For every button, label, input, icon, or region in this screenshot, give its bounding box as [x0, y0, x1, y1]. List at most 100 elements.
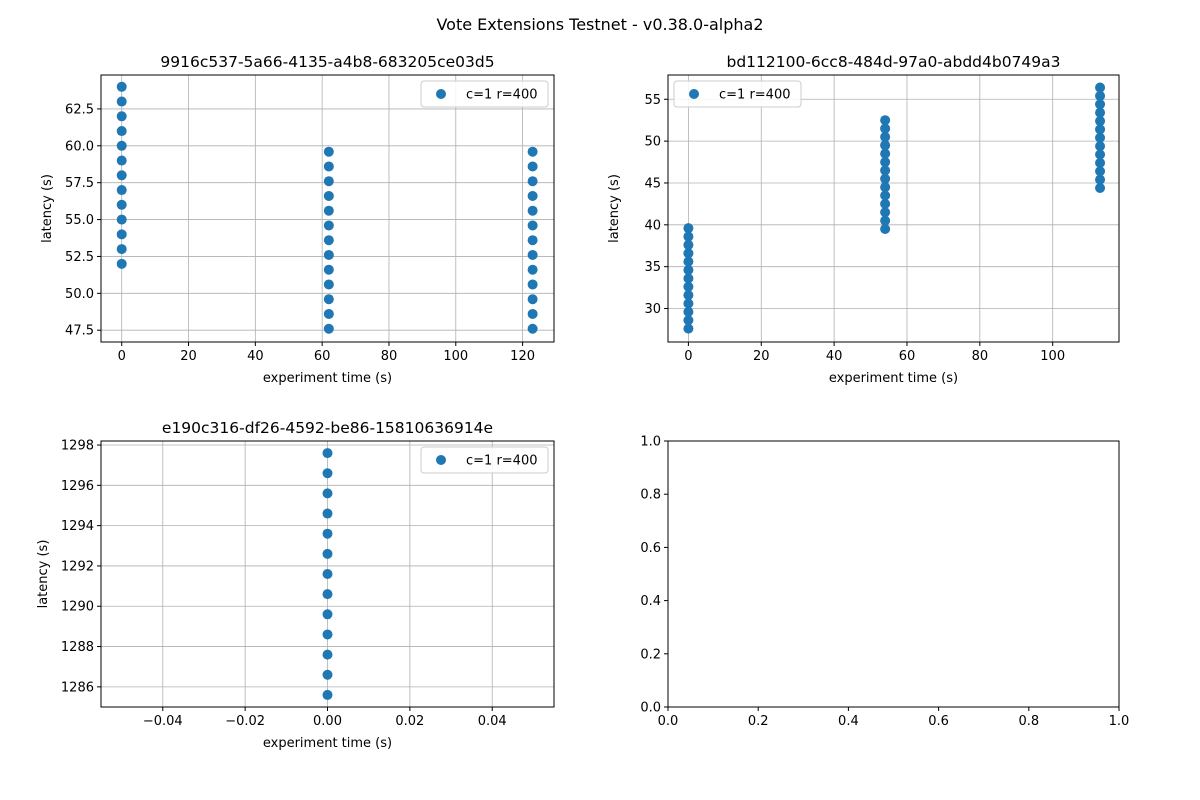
data-point	[683, 306, 694, 317]
figure-suptitle: Vote Extensions Testnet - v0.38.0-alpha2	[436, 15, 763, 34]
data-point	[322, 629, 333, 640]
data-point	[1095, 116, 1106, 127]
data-point	[323, 176, 334, 187]
data-point	[323, 264, 334, 275]
legend-box	[673, 80, 802, 108]
x-tick-label: 40	[247, 349, 264, 364]
x-tick-label: 40	[826, 349, 843, 364]
subplot-bottom-right-empty: 0.0 0.2 0.4 0.6 0.8 1.0 0.0 0.2 0.4 0.6 0.8 1.0	[640, 435, 1129, 730]
legend-entry: c=1 r=400	[466, 88, 538, 103]
data-point	[116, 214, 127, 225]
x-tick-label: 0.8	[1018, 714, 1039, 729]
data-point	[116, 96, 127, 107]
data-point	[683, 273, 694, 284]
axes-frame	[667, 440, 1120, 708]
data-point	[683, 315, 694, 326]
data-point	[683, 239, 694, 250]
x-tick-label: 20	[180, 349, 197, 364]
data-point	[323, 146, 334, 157]
data-point	[322, 669, 333, 680]
y-tick-label: 55.0	[65, 213, 94, 228]
data-point	[322, 488, 333, 499]
data-point	[322, 609, 333, 620]
data-point	[1095, 157, 1106, 168]
y-tick-label: 1290	[61, 600, 94, 615]
data-point	[323, 220, 334, 231]
data-point	[1095, 82, 1106, 93]
data-point	[527, 176, 538, 187]
data-point	[1095, 99, 1106, 110]
data-point	[683, 281, 694, 292]
x-axis-label: experiment time (s)	[263, 736, 392, 751]
data-point	[880, 173, 891, 184]
data-point	[527, 308, 538, 319]
data-point	[527, 205, 538, 216]
legend-entry: c=1 r=400	[466, 454, 538, 469]
x-tick-label: 60	[314, 349, 331, 364]
y-tick-label: 0.2	[640, 647, 661, 662]
data-point	[527, 146, 538, 157]
x-tick-label: 80	[381, 349, 398, 364]
y-tick-label: 1.0	[640, 435, 661, 450]
data-point	[323, 190, 334, 201]
data-point	[116, 155, 127, 166]
y-tick-label: 1292	[61, 559, 94, 574]
y-tick-label: 1286	[61, 680, 94, 695]
x-tick-label: 0	[684, 349, 692, 364]
legend-marker	[436, 455, 446, 465]
x-tick-label: 120	[510, 349, 535, 364]
data-point	[322, 468, 333, 479]
data-point	[683, 323, 694, 334]
y-axis-label: latency (s)	[607, 174, 622, 243]
data-point	[1095, 124, 1106, 135]
data-point	[1095, 149, 1106, 160]
x-tick-label: 0.0	[658, 714, 679, 729]
data-point	[1095, 182, 1106, 193]
data-point	[323, 323, 334, 334]
data-point	[323, 235, 334, 246]
data-point	[323, 308, 334, 319]
data-point	[527, 220, 538, 231]
x-tick-label: 1.0	[1109, 714, 1130, 729]
data-point	[323, 249, 334, 260]
x-axis-label: experiment time (s)	[829, 371, 958, 386]
subplot-title: 9916c537-5a66-4135-a4b8-683205ce03d5	[160, 53, 494, 71]
x-tick-label: 80	[972, 349, 989, 364]
data-point	[322, 649, 333, 660]
data-point	[683, 265, 694, 276]
y-tick-label: 47.5	[65, 324, 94, 339]
y-tick-label: 0.4	[640, 594, 661, 609]
y-tick-label: 35	[644, 260, 661, 275]
x-tick-label: 0.4	[838, 714, 859, 729]
legend-entry: c=1 r=400	[719, 88, 791, 103]
data-point	[880, 123, 891, 134]
data-point	[683, 231, 694, 242]
data-point	[880, 131, 891, 142]
y-tick-label: 57.5	[65, 176, 94, 191]
y-tick-label: 1288	[61, 640, 94, 655]
data-point	[1095, 166, 1106, 177]
x-tick-label: 0.04	[478, 714, 507, 729]
data-point	[880, 140, 891, 151]
data-point	[116, 170, 127, 181]
y-axis-label: latency (s)	[40, 174, 55, 243]
data-point	[116, 81, 127, 92]
y-tick-label: 0.8	[640, 488, 661, 503]
data-point	[322, 569, 333, 579]
data-point	[527, 323, 538, 334]
data-point	[527, 249, 538, 260]
data-point	[323, 161, 334, 172]
data-point	[880, 190, 891, 201]
y-tick-label: 60.0	[65, 139, 94, 154]
y-tick-label: 55	[644, 93, 661, 108]
data-point	[527, 294, 538, 305]
data-point	[322, 589, 333, 600]
data-point	[683, 248, 694, 259]
data-point	[527, 161, 538, 172]
axes-frame	[100, 74, 555, 343]
data-point	[322, 689, 333, 700]
data-point	[116, 229, 127, 240]
legend-marker	[689, 89, 699, 99]
